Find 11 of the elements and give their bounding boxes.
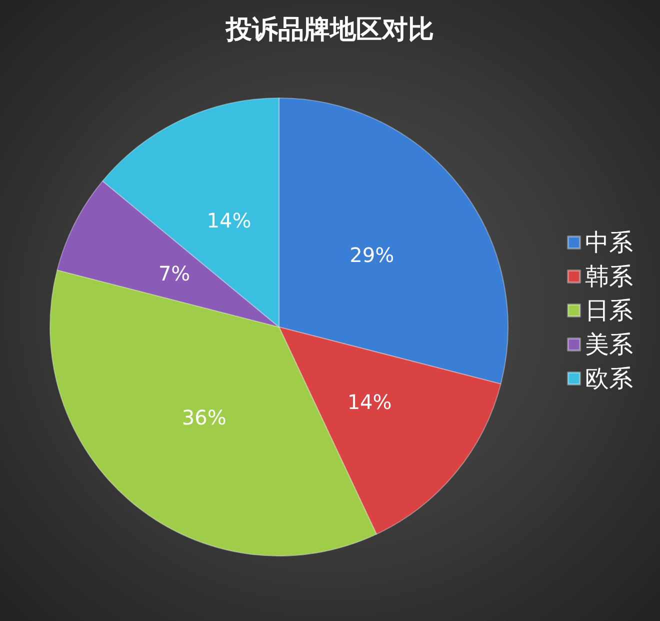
data-label: 36% [182,406,226,430]
data-label: 14% [347,390,392,414]
data-label: 14% [206,208,252,233]
legend-label: 韩系 [585,262,633,290]
legend-label: 美系 [585,330,633,358]
legend-label: 欧系 [585,364,633,392]
legend-label: 中系 [585,228,633,256]
data-label: 7% [158,262,190,286]
legend-label: 日系 [585,296,633,324]
chart-title: 投诉品牌地区对比 [225,15,434,45]
data-label: 29% [350,242,394,267]
